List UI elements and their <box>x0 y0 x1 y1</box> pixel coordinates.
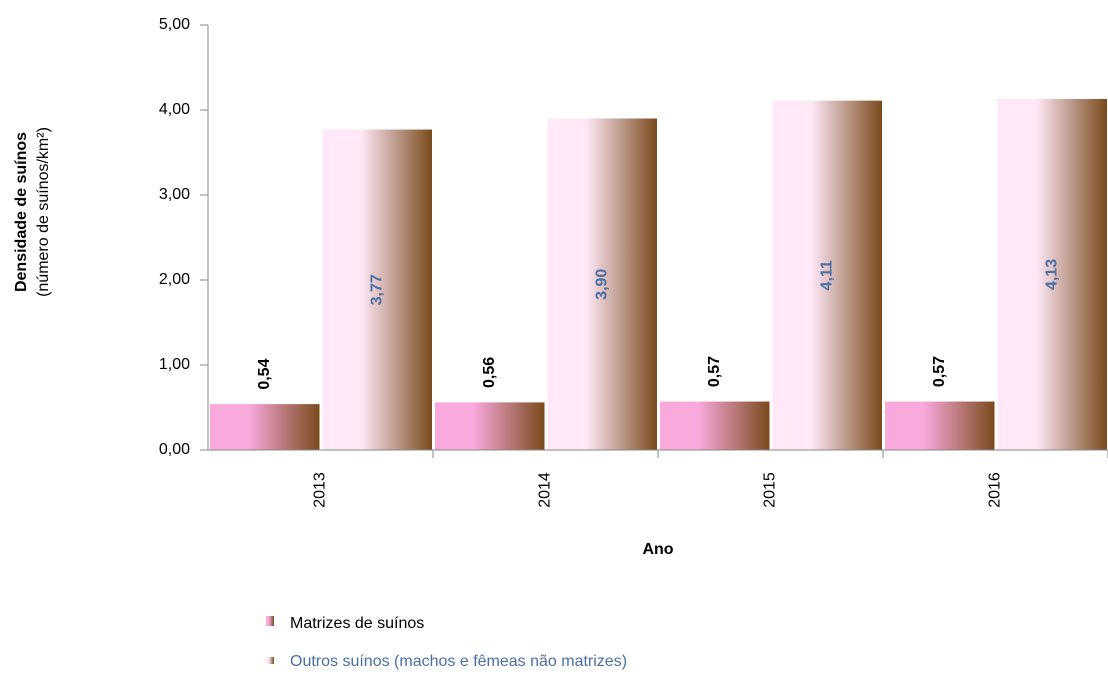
legend-swatch <box>266 616 274 626</box>
bar <box>772 100 882 451</box>
legend-label: Outros suínos (machos e fêmeas não matri… <box>290 653 627 670</box>
y-tick-label: 5,00 <box>159 16 190 33</box>
x-axis-title: Ano <box>642 541 673 558</box>
value-label: 0,56 <box>481 357 498 388</box>
value-label: 0,54 <box>256 358 273 389</box>
x-tick-label: 2013 <box>312 472 329 508</box>
x-tick-label: 2014 <box>537 472 554 508</box>
bar <box>322 129 432 451</box>
y-tick-label: 2,00 <box>159 271 190 288</box>
x-tick-label: 2015 <box>762 472 779 508</box>
bar <box>997 98 1107 450</box>
value-label: 4,11 <box>818 260 835 290</box>
y-axis-unit: (número de suínos/km²) <box>35 127 52 297</box>
x-tick-label: 2016 <box>987 472 1004 508</box>
y-tick-label: 1,00 <box>159 356 190 373</box>
y-tick-label: 4,00 <box>159 101 190 118</box>
bar <box>547 118 657 450</box>
value-label: 4,13 <box>1043 259 1060 290</box>
y-axis-title: Densidade de suínos <box>13 132 30 292</box>
bar <box>660 401 770 450</box>
value-label: 0,57 <box>706 356 723 387</box>
value-label: 0,57 <box>931 356 948 387</box>
legend-label: Matrizes de suínos <box>290 615 424 632</box>
y-tick-label: 3,00 <box>159 186 190 203</box>
bar <box>885 401 995 450</box>
value-label: 3,90 <box>593 269 610 300</box>
y-tick-label: 0,00 <box>159 441 190 458</box>
value-label: 3,77 <box>368 274 385 305</box>
bar <box>435 402 545 450</box>
legend-swatch <box>266 657 274 664</box>
bar <box>210 404 320 450</box>
